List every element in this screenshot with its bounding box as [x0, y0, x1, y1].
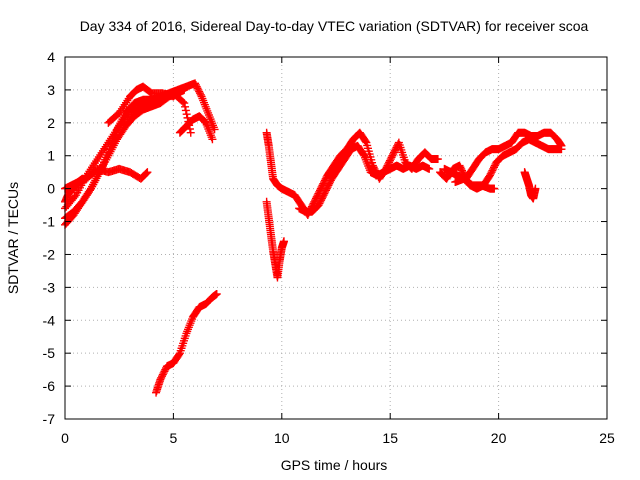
x-axis-label: GPS time / hours: [281, 457, 388, 473]
data-point: [182, 110, 191, 119]
y-tick-label: -5: [43, 345, 56, 361]
series-track-15: [520, 168, 540, 203]
data-point: [175, 85, 184, 94]
data-point: [174, 87, 183, 96]
y-axis-label: SDTVAR / TECUs: [5, 182, 21, 294]
y-tick-label: -1: [43, 214, 56, 230]
series-track-11: [295, 141, 434, 216]
series-track-5: [104, 82, 184, 127]
data-point: [175, 86, 184, 95]
tick-labels: 0 5 10 15 20 25 -7 -6 -5 -4 -3 -2 -1 0 1 2 3 4: [43, 49, 615, 446]
data-point: [178, 97, 187, 106]
y-tick-label: -7: [43, 411, 56, 427]
data-point: [490, 184, 499, 193]
y-tick-label: 4: [47, 49, 55, 65]
data-point: [180, 99, 189, 108]
data-point: [196, 90, 205, 99]
series-track-8: [152, 289, 221, 397]
y-tick-label: -6: [43, 378, 56, 394]
data-point: [78, 174, 87, 183]
y-tick-label: -4: [43, 312, 56, 328]
series-track-9: [262, 197, 288, 282]
data-point: [143, 168, 152, 177]
data-point: [141, 169, 150, 178]
y-tick-label: 1: [47, 148, 55, 164]
y-tick-label: 3: [47, 82, 55, 98]
data-point: [181, 106, 190, 115]
data-point: [208, 135, 217, 144]
data-point: [531, 184, 540, 193]
y-tick-label: 0: [47, 181, 55, 197]
data-point: [142, 169, 151, 178]
y-tick-label: -3: [43, 279, 56, 295]
data-marks: [61, 79, 566, 397]
y-tick-label: -2: [43, 246, 56, 262]
data-point: [70, 192, 79, 201]
data-point: [557, 145, 566, 154]
y-tick-label: 2: [47, 115, 55, 131]
data-point: [212, 289, 221, 298]
series-track-6: [175, 112, 217, 144]
data-point: [175, 350, 184, 359]
data-point: [425, 164, 434, 173]
data-point: [279, 237, 288, 246]
x-tick-label: 5: [170, 430, 178, 446]
data-point: [181, 102, 190, 111]
data-point: [361, 137, 370, 146]
grid-lines: [65, 57, 607, 419]
x-tick-label: 10: [274, 430, 290, 446]
data-point: [433, 155, 442, 164]
series-track-1: [61, 79, 219, 229]
chart-title: Day 334 of 2016, Sidereal Day-to-day VTE…: [80, 18, 589, 34]
series-track-10: [262, 128, 442, 219]
plot-frame: [64, 56, 608, 420]
x-tick-label: 20: [491, 430, 507, 446]
data-point: [186, 128, 195, 137]
x-tick-label: 15: [382, 430, 398, 446]
x-tick-label: 25: [599, 430, 615, 446]
series-track-14: [451, 174, 499, 193]
x-tick-label: 0: [61, 430, 69, 446]
